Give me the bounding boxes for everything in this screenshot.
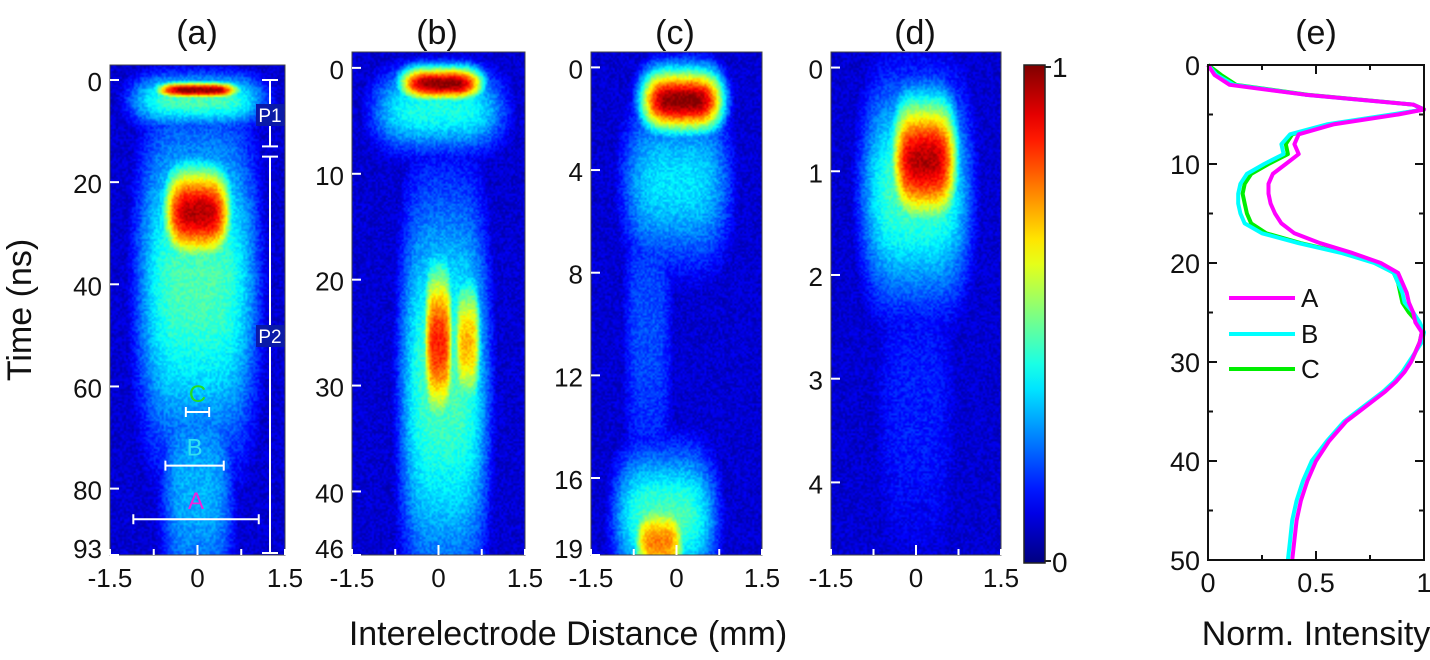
phase-label: P1	[258, 106, 281, 127]
panel-label: (b)	[416, 14, 458, 52]
y-tick-label: 3	[809, 366, 823, 396]
x-tick-label: 0	[190, 563, 204, 593]
x-tick-label: 1.5	[507, 563, 543, 593]
legend-label-a: A	[1301, 283, 1319, 313]
y-tick-label: 20	[315, 267, 344, 297]
heatmap-image-d	[831, 52, 1001, 555]
x-tick-label: 0	[669, 563, 683, 593]
x-tick-label: 0	[909, 563, 923, 593]
heatmap-image-c	[591, 52, 762, 555]
x-tick-label: 1.5	[983, 563, 1019, 593]
e-x-axis-label: Norm. Intensity	[1202, 615, 1430, 653]
y-tick-label: 0	[330, 55, 344, 85]
x-tick-label: 0	[431, 563, 445, 593]
panel-label: (d)	[894, 14, 936, 52]
y-tick-label: 30	[315, 373, 344, 403]
colorbar-gradient	[1023, 64, 1046, 564]
panel-c: (c) 0 4 8 12 16 19-1.5 0 1.5	[554, 14, 780, 593]
y-tick-label: 10	[1170, 150, 1200, 180]
x-tick-label: 1.5	[267, 563, 303, 593]
panel-d: (d) 0 1 2 3 4 -1.5 0 1.5	[809, 14, 1020, 593]
y-tick-label: 40	[73, 271, 102, 301]
phase-label-bg	[256, 104, 284, 126]
y-tick-label: 40	[315, 478, 344, 508]
x-tick-label: 0.5	[1297, 568, 1335, 598]
y-tick-label: 80	[73, 476, 102, 506]
panel-label: (a)	[176, 14, 218, 52]
x-tick-label: 1.5	[744, 563, 780, 593]
y-tick-label: 20	[1170, 249, 1200, 279]
phase-label: P2	[258, 327, 281, 348]
y-tick-label: 50	[1170, 546, 1200, 576]
colorbar-min-label: 0	[1052, 547, 1068, 578]
panel-label: (e)	[1295, 14, 1337, 52]
y-tick-label: 0	[569, 54, 583, 84]
y-axis-label: Time (ns)	[1, 239, 39, 381]
y-tick-label: 2	[809, 262, 823, 292]
x-tick-label: -1.5	[569, 563, 614, 593]
panel-b: (b) 0 10 20 30 40 46-1.5 0 1.5	[315, 14, 543, 593]
x-tick-label: -1.5	[330, 563, 375, 593]
panel-label: (c)	[655, 14, 695, 52]
panel-a: (a) 0 20 40 60 80 93-1.5 0 1.5 P1 P2 CBA	[73, 14, 303, 593]
region-label-c: C	[189, 381, 206, 408]
y-tick-label: 30	[1170, 348, 1200, 378]
y-tick-label: 10	[315, 161, 344, 191]
phase-label-bg	[256, 325, 284, 347]
colorbar-max-label: 1	[1052, 52, 1068, 83]
x-tick-label: -1.5	[809, 563, 854, 593]
region-label-a: A	[188, 488, 204, 515]
legend-label-c: C	[1301, 354, 1320, 384]
y-tick-label: 60	[73, 373, 102, 403]
series-line-a	[1206, 63, 1426, 561]
y-tick-label: 20	[73, 169, 102, 199]
y-tick-label: 46	[315, 534, 344, 564]
heatmap-image-a	[110, 65, 285, 555]
y-tick-label: 4	[569, 157, 583, 187]
x-tick-label: 0	[1200, 568, 1215, 598]
y-tick-label: 4	[809, 469, 823, 499]
y-tick-label: 0	[1185, 51, 1200, 81]
colorbar: 10	[1023, 52, 1068, 578]
y-tick-label: 12	[554, 362, 583, 392]
y-tick-label: 1	[809, 158, 823, 188]
y-tick-label: 16	[554, 465, 583, 495]
region-label-b: B	[187, 435, 203, 462]
y-tick-label: 8	[569, 260, 583, 290]
x-tick-label: -1.5	[88, 563, 133, 593]
y-tick-label: 19	[554, 534, 583, 564]
y-tick-label: 0	[88, 67, 102, 97]
y-tick-label: 40	[1170, 447, 1200, 477]
x-axis-label: Interelectrode Distance (mm)	[349, 615, 787, 653]
legend-label-b: B	[1301, 319, 1318, 349]
y-tick-label: 93	[73, 534, 102, 564]
x-tick-label: 1	[1416, 568, 1430, 598]
y-tick-label: 0	[809, 55, 823, 85]
heatmap-image-b	[352, 52, 525, 555]
